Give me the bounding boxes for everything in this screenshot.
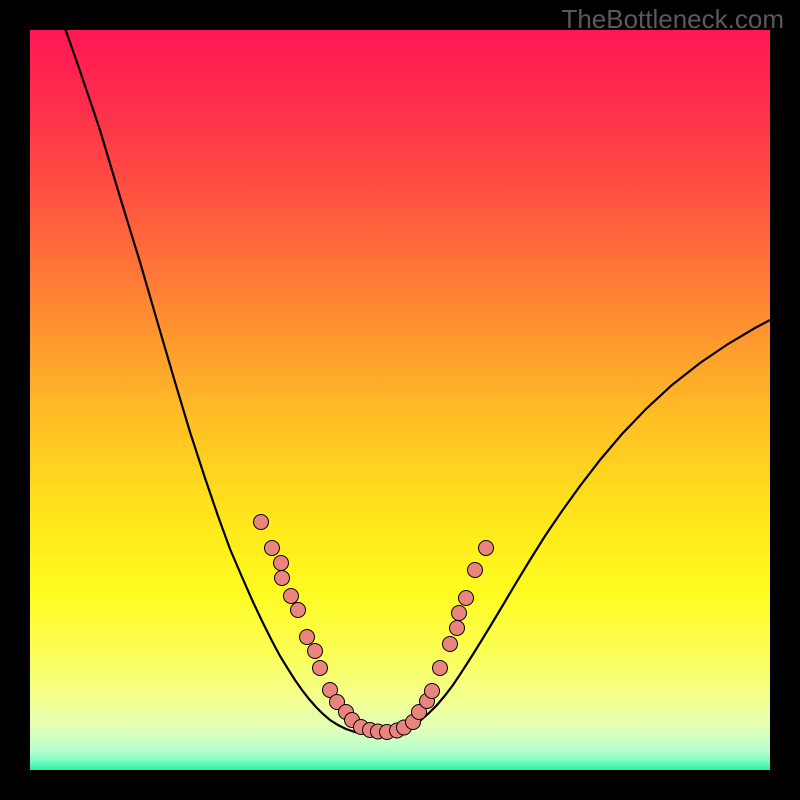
curve-marker [458,590,473,605]
curve-marker [264,540,279,555]
curve-marker [467,562,482,577]
curve-marker [273,556,288,571]
bottleneck-curve [55,0,770,734]
plot-area [30,30,770,770]
curve-marker [290,603,305,618]
marker-group [253,514,493,739]
curve-marker [299,630,314,645]
curve-marker [312,660,327,675]
bottleneck-curve-chart [30,30,770,770]
curve-marker [424,683,439,698]
outer-frame: TheBottleneck.com [0,0,800,800]
curve-marker [451,605,466,620]
curve-marker [283,588,298,603]
curve-marker [478,540,493,555]
curve-marker [442,636,457,651]
curve-marker [308,643,323,658]
curve-marker [449,621,464,636]
curve-marker [253,514,268,529]
curve-marker [274,570,289,585]
watermark-text: TheBottleneck.com [561,4,784,35]
curve-marker [432,660,447,675]
